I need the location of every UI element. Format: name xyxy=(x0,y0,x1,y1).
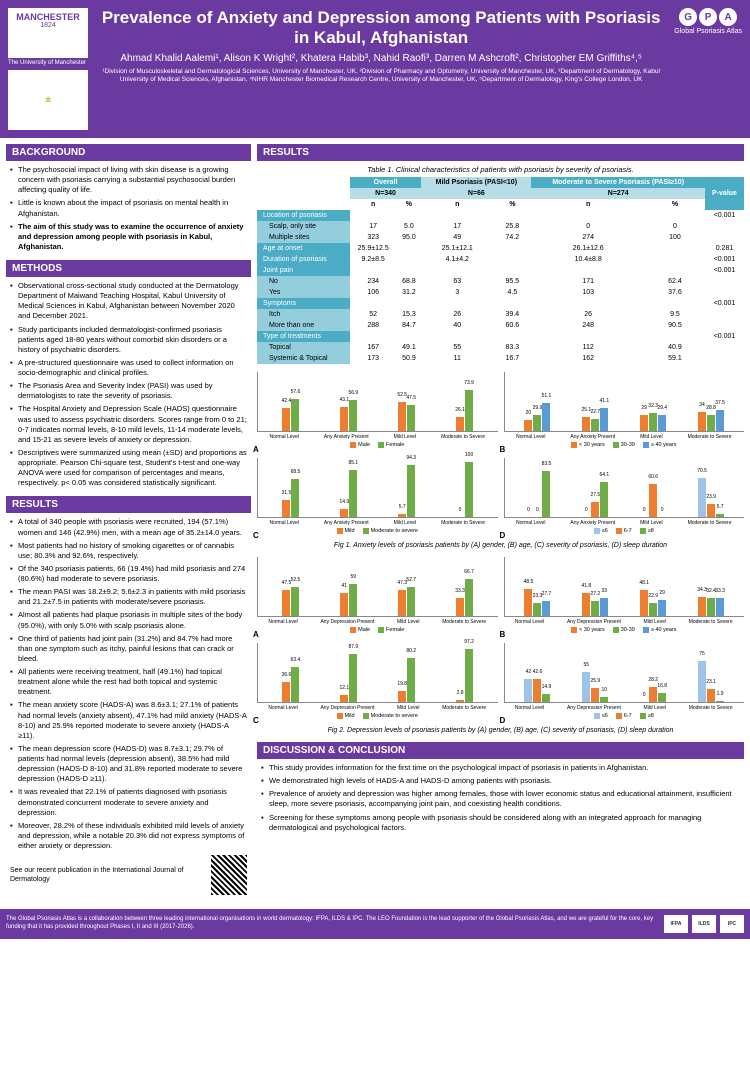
qr-row: See our recent publication in the Intern… xyxy=(10,855,247,895)
poster-title: Prevalence of Anxiety and Depression amo… xyxy=(96,8,666,49)
header: MANCHESTER 1824 The University of Manche… xyxy=(0,0,750,138)
gpa-logo: GPA Global Psoriasis Atlas xyxy=(674,8,742,35)
methods-header: METHODS xyxy=(6,260,251,277)
logo-block: MANCHESTER 1824 The University of Manche… xyxy=(8,8,88,130)
affiliations: ¹Division of Musculoskeletal and Dermato… xyxy=(96,68,666,85)
footer-logos: IFPAILDSIPC xyxy=(664,915,744,933)
results-right-header: RESULTS xyxy=(257,144,744,161)
fig2-caption: Fig 2. Depression levels of psoriasis pa… xyxy=(257,727,744,734)
left-column: BACKGROUND The psychosocial impact of li… xyxy=(6,144,251,903)
right-column: RESULTS Table 1. Clinical characteristic… xyxy=(257,144,744,903)
methods-body: Observational cross-sectional study cond… xyxy=(6,281,251,488)
background-header: BACKGROUND xyxy=(6,144,251,161)
fig1-caption: Fig 1. Anxiety levels of psoriasis patie… xyxy=(257,542,744,549)
qr-text: See our recent publication in the Intern… xyxy=(10,866,205,885)
footer-text: The Global Psoriasis Atlas is a collabor… xyxy=(6,916,656,932)
manchester-logo: MANCHESTER 1824 xyxy=(8,8,88,58)
clinical-table: Overall Mild Psoriasis (PASI<10) Moderat… xyxy=(257,177,744,364)
results-left-header: RESULTS xyxy=(6,496,251,513)
qr-code xyxy=(211,855,247,895)
header-center: Prevalence of Anxiety and Depression amo… xyxy=(96,8,666,85)
background-body: The psychosocial impact of living with s… xyxy=(6,165,251,252)
discussion-body: This study provides information for the … xyxy=(257,763,744,833)
table-caption: Table 1. Clinical characteristics of pat… xyxy=(257,165,744,174)
results-left-body: A total of 340 people with psoriasis wer… xyxy=(6,517,251,895)
discussion-header: DISCUSSION & CONCLUSION xyxy=(257,742,744,759)
uni-subtitle: The University of Manchester xyxy=(8,60,88,66)
footer: The Global Psoriasis Atlas is a collabor… xyxy=(0,909,750,939)
afghan-logo: 🏛 xyxy=(8,70,88,130)
authors: Ahmad Khalid Aalemi¹, Alison K Wright², … xyxy=(96,53,666,64)
